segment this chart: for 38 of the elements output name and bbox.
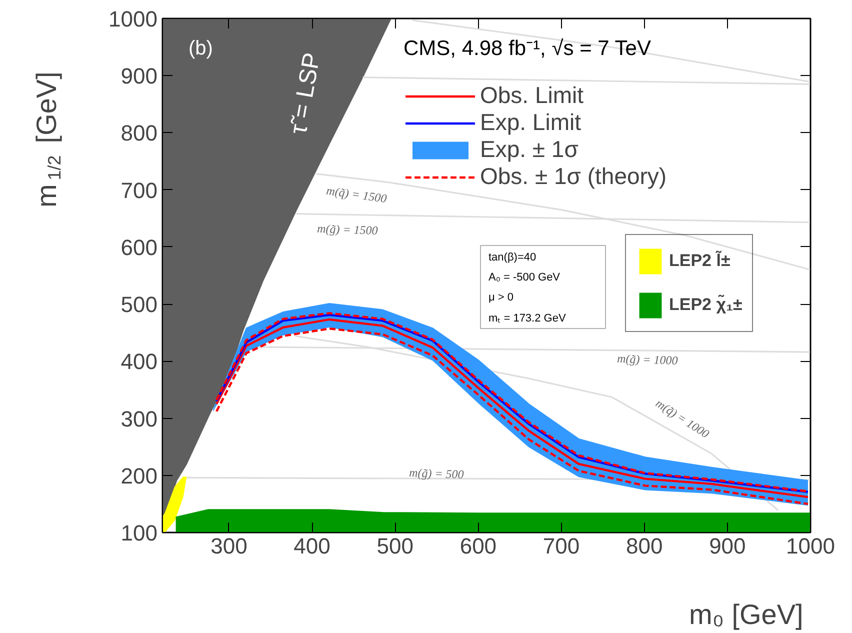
x-tick-label: 400 [294,534,330,558]
x-tick-label: 900 [709,534,746,558]
annotation: (b) [188,38,213,60]
annotation: m(g̃) = 1500 [316,221,378,238]
x-tick-label: 1000 [786,534,835,558]
x-axis-title: m₀ [GeV] [688,599,804,630]
annotation: m(g̃) = 1000 [616,351,678,368]
annotation: m(q̃) = 1000 [653,396,712,441]
y-axis-title: m1/2 [GeV] [31,72,64,208]
legend-label: Exp. Limit [480,109,581,136]
x-tick-label: 300 [210,534,248,558]
x-tick-label: 600 [460,534,497,558]
y-tick-label: 300 [120,406,158,432]
annotation: μ > 0 [488,292,514,304]
y-tick-label: 700 [120,178,158,203]
legend-label: LEP2 l̃± [669,251,730,271]
annotation: mₜ = 173.2 GeV [488,312,566,324]
annotation: m(q̃) = 1500 [325,183,388,206]
legend-label: LEP2 χ̃₁± [669,295,742,315]
annotation: τ̃ = LSP [285,50,326,136]
y-tick-label: 400 [120,349,158,374]
y-tick-label: 200 [120,463,158,488]
annotation: tan(β)=40 [488,252,536,264]
y-tick-label: 600 [120,234,158,260]
y-tick-label: 500 [120,292,158,318]
x-tick-label: 500 [376,534,414,558]
y-tick-label: 800 [120,120,158,146]
annotation: CMS, 4.98 fb⁻¹, √s = 7 TeV [404,37,651,60]
x-tick-label: 700 [542,534,580,558]
annotation: m(g̃) = 500 [408,466,464,482]
y-tick-label: 100 [120,520,158,546]
y-tick-label: 900 [120,64,158,89]
x-tick-label: 800 [626,534,663,558]
legend-label: Obs. ± 1σ (theory) [480,163,667,190]
annotation: A₀ = -500 GeV [488,272,561,284]
legend-label: Obs. Limit [480,82,584,109]
y-tick-label: 1000 [108,6,158,32]
legend-label: Exp. ± 1σ [480,136,578,163]
